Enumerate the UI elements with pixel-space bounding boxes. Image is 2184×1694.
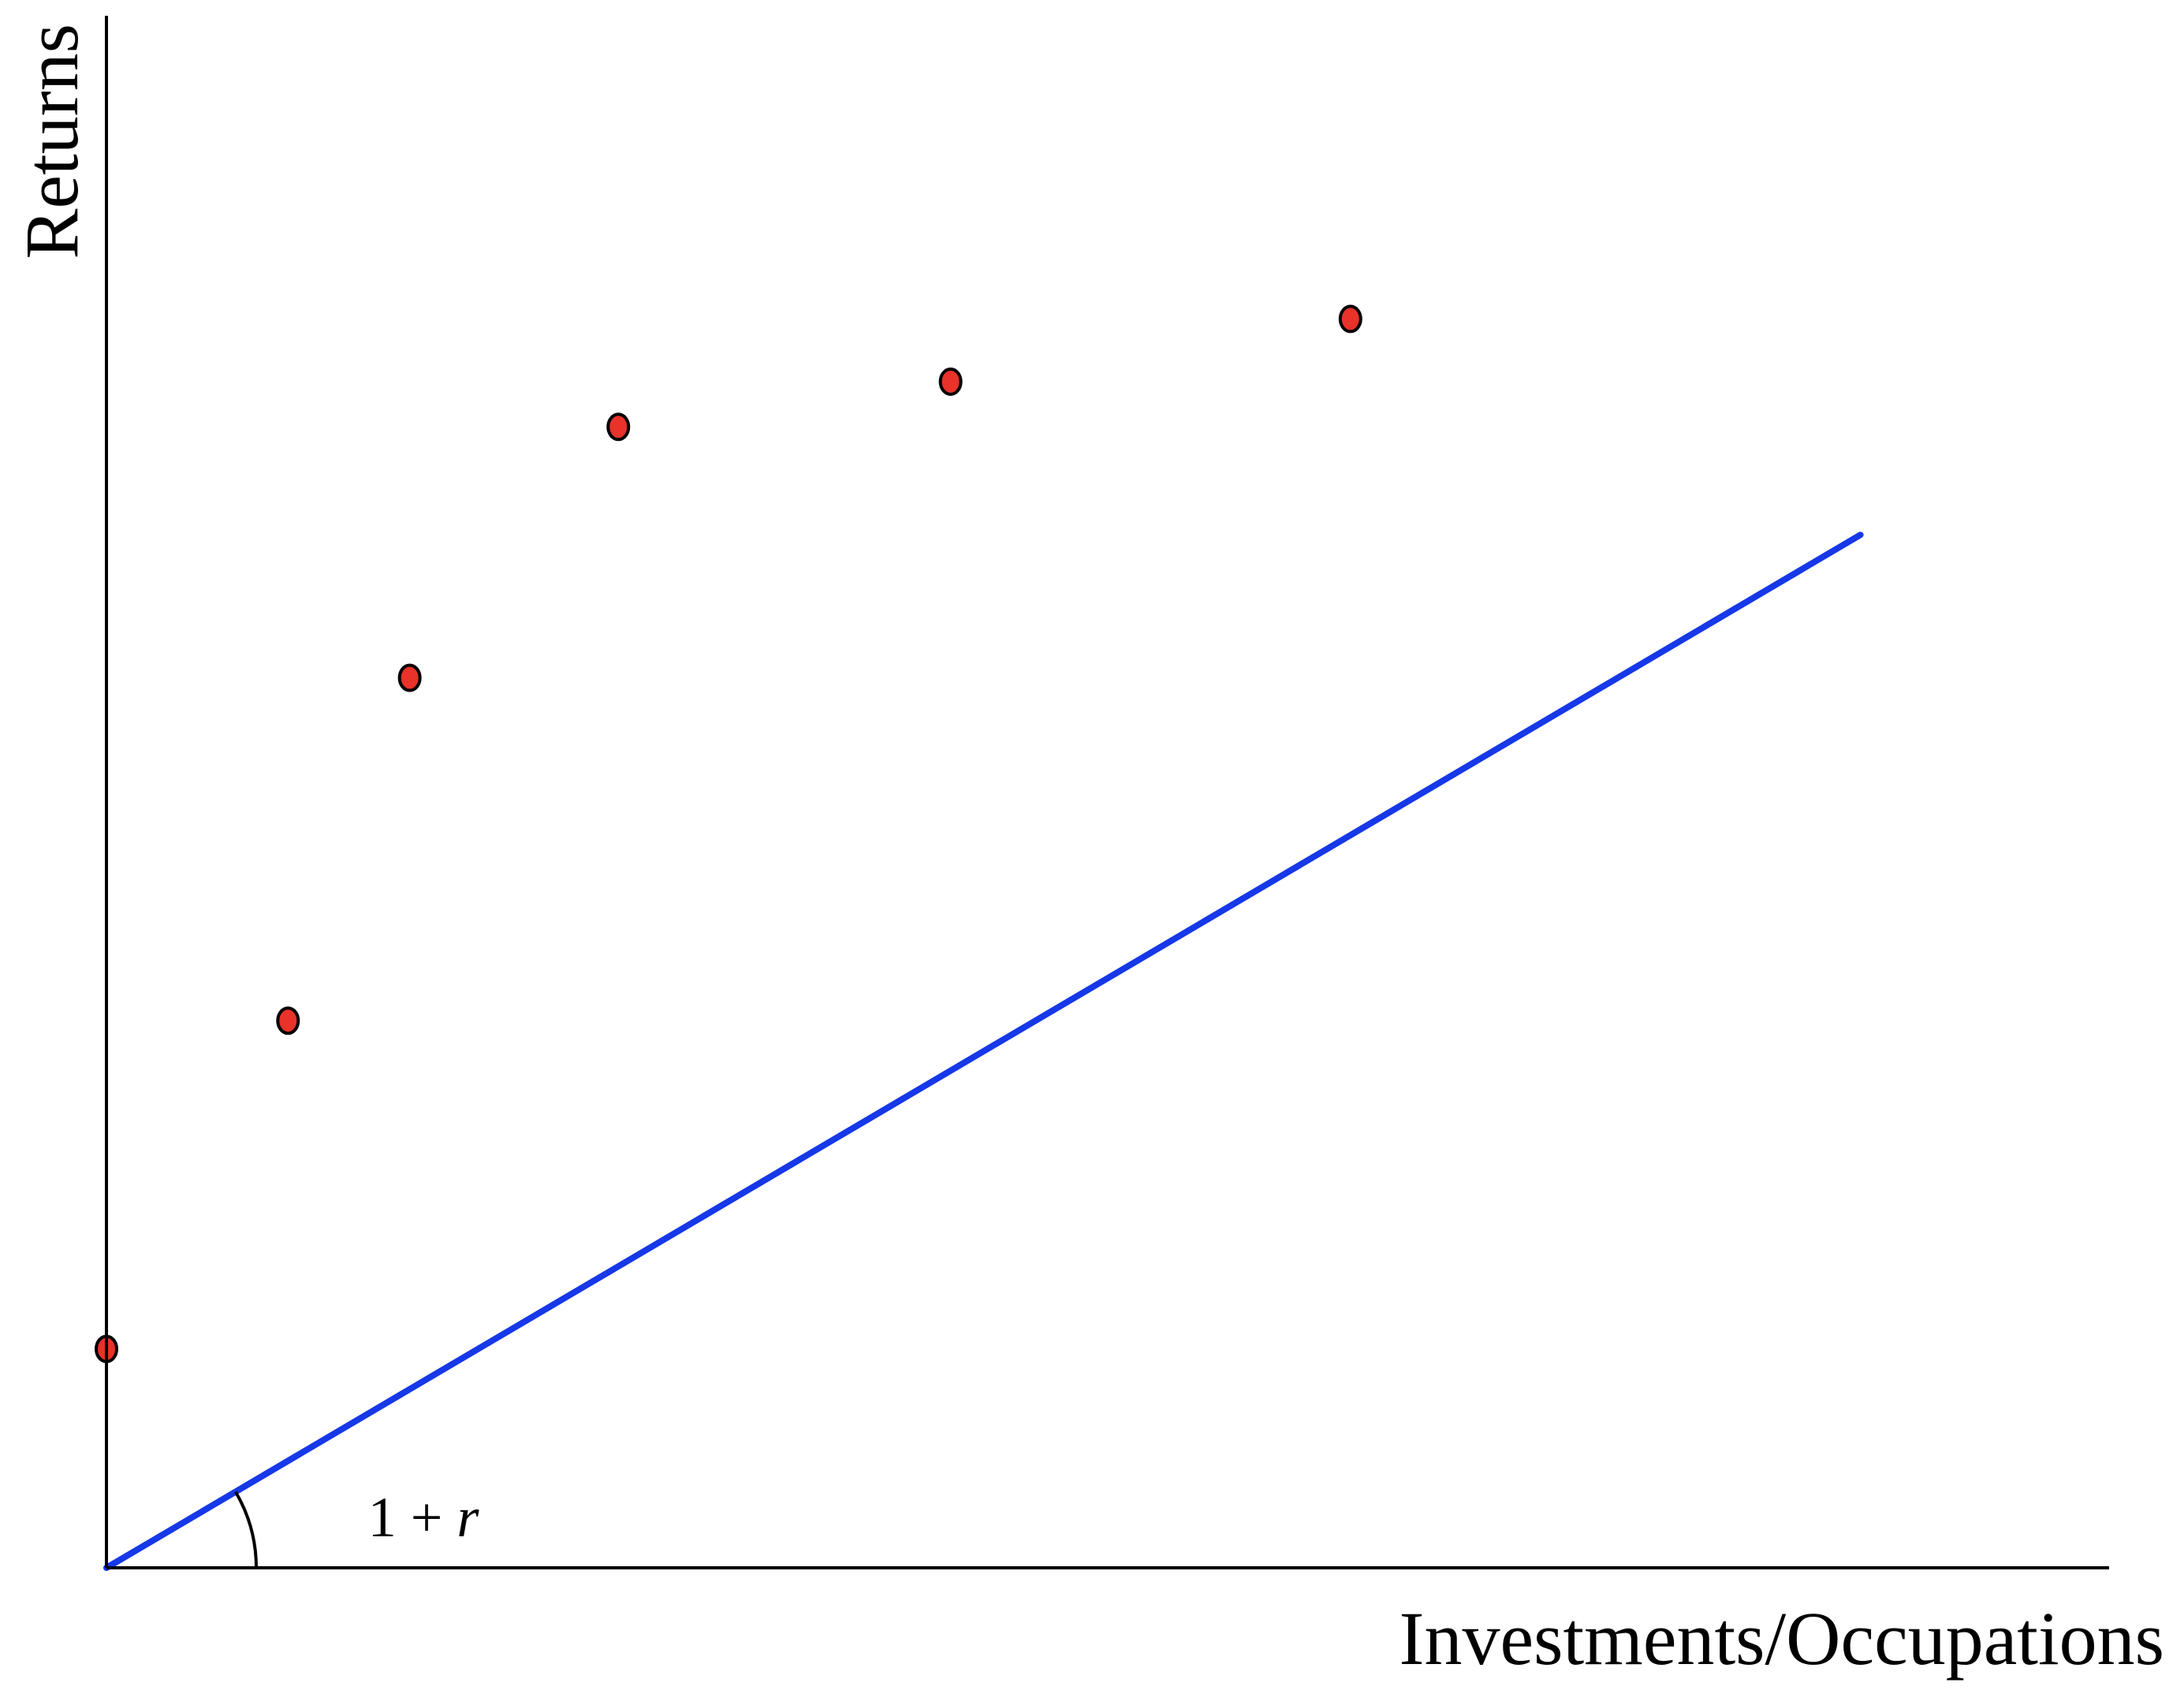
data-point [276,1006,300,1035]
data-point [938,367,963,396]
slope-annotation-main: 1 + [368,1486,457,1549]
slope-annotation: 1 + r [368,1486,480,1549]
data-point [397,663,422,692]
slope-angle-arc [234,1491,258,1569]
x-axis-title: Investments/Occupations [1399,1596,2164,1681]
data-point [1338,304,1362,334]
data-point [606,412,631,442]
slope-annotation-variable: r [457,1486,479,1549]
opportunity-cost-line [103,532,1864,1571]
y-axis-title: Returns [9,24,94,259]
plot-area [95,304,1864,1571]
